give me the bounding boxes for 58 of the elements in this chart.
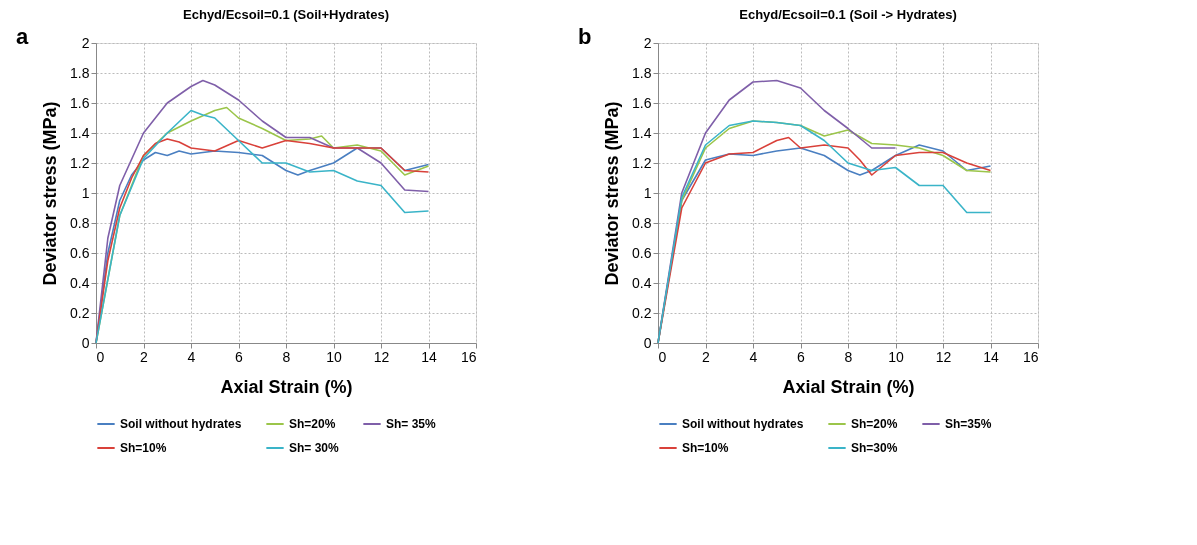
chart-title: Echyd/Ecsoil=0.1 (Soil+Hydrates) — [183, 7, 389, 22]
y-tick-label: 0 — [81, 334, 90, 351]
y-tick-label: 0.8 — [70, 214, 90, 231]
y-tick-label: 1.4 — [632, 124, 652, 141]
text: b — [578, 24, 592, 49]
y-axis-title: Deviator stress (MPa) — [40, 101, 61, 286]
y-tick-label: 1.4 — [70, 124, 90, 141]
legend-label: Sh=20% — [289, 417, 336, 431]
y-tick-label: 1.8 — [632, 64, 652, 81]
x-tick-label: 8 — [282, 348, 291, 365]
y-tick-label: 1.2 — [632, 154, 652, 171]
legend-label: Soil without hydrates — [682, 417, 804, 431]
y-tick-label: 0.2 — [70, 304, 90, 321]
legend-label: Sh= 35% — [386, 417, 437, 431]
legend-label: Sh=20% — [851, 417, 898, 431]
x-tick-label: 16 — [1022, 348, 1039, 365]
x-tick-label: 4 — [749, 348, 758, 365]
y-tick-label: 0.4 — [70, 274, 90, 291]
y-tick-label: 0.2 — [632, 304, 652, 321]
x-tick-label: 10 — [888, 348, 904, 365]
text: a — [16, 24, 29, 49]
y-tick-label: 0.8 — [632, 214, 652, 231]
legend-label: Sh= 30% — [289, 441, 340, 455]
x-axis-title: Axial Strain (%) — [220, 376, 353, 397]
x-tick-label: 2 — [140, 348, 149, 365]
x-tick-label: 6 — [797, 348, 806, 365]
y-tick-label: 1 — [643, 184, 652, 201]
x-axis-title: Axial Strain (%) — [782, 376, 915, 397]
x-tick-label: 14 — [421, 348, 437, 365]
y-tick-label: 1.8 — [70, 64, 90, 81]
legend-label: Sh=30% — [851, 441, 898, 455]
x-tick-label: 12 — [935, 348, 952, 365]
x-tick-label: 0 — [658, 348, 667, 365]
legend-label: Soil without hydrates — [120, 417, 242, 431]
y-tick-label: 1 — [81, 184, 90, 201]
y-tick-label: 0 — [643, 334, 652, 351]
x-tick-label: 8 — [844, 348, 853, 365]
y-tick-label: 0.6 — [632, 244, 652, 261]
y-tick-label: 0.4 — [632, 274, 652, 291]
y-tick-label: 2 — [643, 34, 652, 51]
y-tick-label: 0.6 — [70, 244, 90, 261]
x-tick-label: 12 — [373, 348, 390, 365]
chart-title: Echyd/Ecsoil=0.1 (Soil -> Hydrates) — [739, 7, 957, 22]
x-tick-label: 4 — [187, 348, 196, 365]
x-tick-label: 6 — [235, 348, 244, 365]
x-tick-label: 10 — [326, 348, 342, 365]
x-tick-label: 0 — [96, 348, 105, 365]
y-tick-label: 1.6 — [632, 94, 652, 111]
legend-label: Sh=10% — [120, 441, 167, 455]
legend-label: Sh=10% — [682, 441, 729, 455]
y-axis-title: Deviator stress (MPa) — [602, 101, 623, 286]
x-tick-label: 14 — [983, 348, 999, 365]
x-tick-label: 16 — [460, 348, 477, 365]
y-tick-label: 1.6 — [70, 94, 90, 111]
y-tick-label: 2 — [81, 34, 90, 51]
y-tick-label: 1.2 — [70, 154, 90, 171]
x-tick-label: 2 — [702, 348, 711, 365]
legend-label: Sh=35% — [945, 417, 992, 431]
